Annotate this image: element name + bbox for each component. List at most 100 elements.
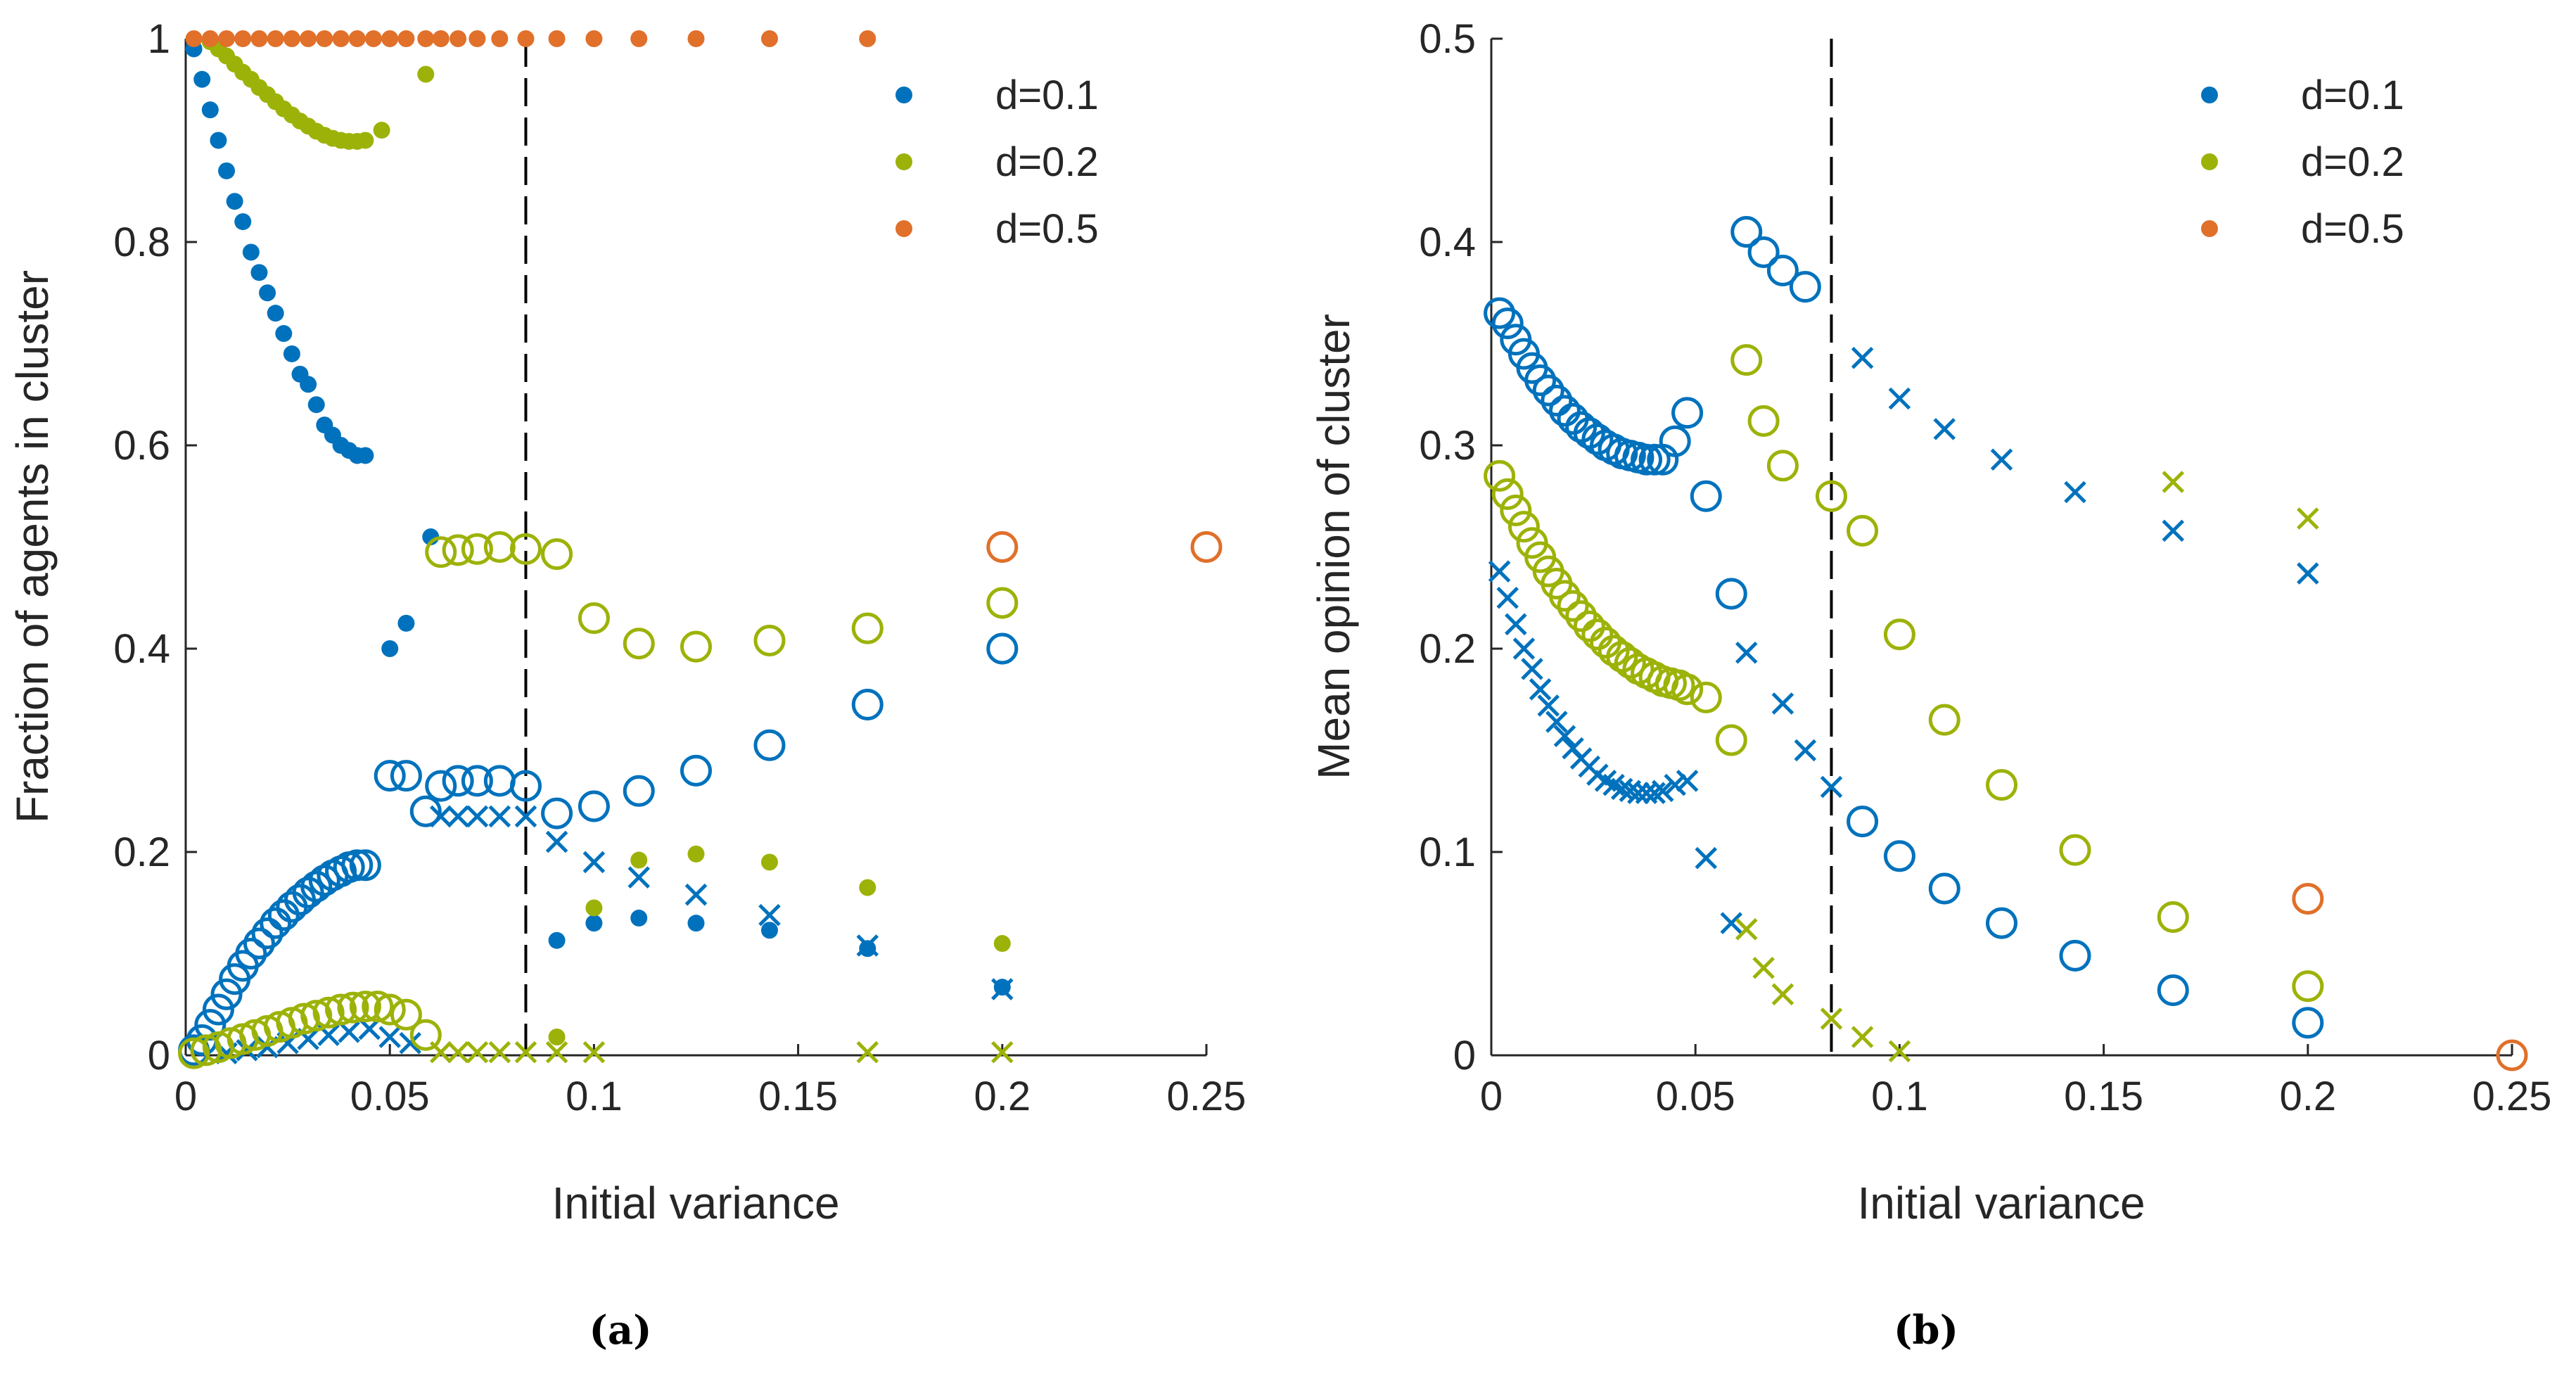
data-point-dot (397, 30, 415, 47)
data-point-circle (509, 770, 542, 802)
data-point-dot (250, 264, 268, 281)
data-point-x (1496, 586, 1519, 609)
data-point-circle (483, 531, 516, 563)
series-d-0.2-x (429, 1041, 1014, 1064)
data-point-x (466, 1041, 489, 1064)
data-point-dot (234, 213, 252, 231)
y-tick-label: 0 (148, 1033, 170, 1079)
data-point-x (338, 1021, 360, 1043)
ylabel-a: Fraction of agents in cluster (7, 270, 58, 823)
legend: d=0.1 d=0.2 d=0.5 (895, 72, 1099, 252)
series-d-0.2-x (1735, 471, 2319, 1062)
x-tick-label: 0.05 (350, 1074, 430, 1119)
data-point-circle (1581, 423, 1614, 455)
data-point-dot (234, 30, 252, 47)
data-point-circle (1847, 806, 1879, 838)
data-point-circle (325, 993, 357, 1026)
data-point-circle (2157, 901, 2189, 933)
data-point-x (2297, 507, 2319, 530)
data-point-circle (1631, 443, 1663, 476)
y-tick-label: 0.5 (1419, 16, 1476, 62)
data-point-x (1771, 983, 1794, 1006)
data-point-dot (630, 851, 648, 869)
data-point-circle (541, 797, 573, 829)
data-point-x (758, 903, 781, 927)
data-point-x (488, 1041, 511, 1064)
data-point-dot (226, 193, 243, 210)
data-point-circle (509, 533, 542, 565)
data-point-circle (251, 917, 283, 950)
x-tick-label: 0.15 (758, 1074, 838, 1119)
legend-label: d=0.5 (2301, 206, 2404, 252)
data-point-circle (1557, 590, 1589, 622)
data-point-circle (1883, 840, 1915, 872)
data-point-circle (1928, 704, 1960, 736)
ylabel-b: Mean opinion of cluster (1308, 314, 1359, 780)
data-point-circle (300, 870, 333, 903)
data-point-circle (1715, 578, 1747, 610)
series-d-0.2-circle (178, 531, 1019, 1069)
data-point-x (582, 851, 606, 874)
data-point-circle (1638, 443, 1671, 476)
data-point-dot (417, 30, 435, 47)
data-point-circle (1730, 344, 1763, 376)
data-point-circle (680, 754, 712, 787)
data-point-circle (2292, 1007, 2324, 1039)
plot-area-b (1491, 39, 2512, 1055)
data-point-circle (1766, 450, 1799, 482)
data-point-x (545, 830, 568, 853)
data-point-dot (201, 101, 219, 119)
data-point-circle (288, 1003, 320, 1035)
data-point-x (1545, 711, 1568, 733)
data-point-dot (348, 30, 366, 47)
data-point-x (1695, 846, 1718, 870)
data-point-x (1851, 1026, 1874, 1048)
data-point-dot (332, 30, 350, 47)
data-point-circle (753, 624, 786, 656)
data-point-circle (194, 1009, 227, 1041)
data-point-x (2162, 471, 2185, 493)
data-point-circle (1789, 271, 1821, 303)
data-point-x (991, 1041, 1014, 1064)
data-point-circle (312, 996, 345, 1029)
data-point-circle (1883, 618, 1915, 651)
data-point-x (1643, 782, 1666, 804)
data-point-dot (859, 879, 876, 896)
data-point-circle (1715, 724, 1747, 756)
xlabel-b: Initial variance (1857, 1178, 2145, 1228)
data-point-circle (1548, 395, 1581, 427)
data-point-circle (2059, 834, 2091, 866)
data-point-circle (1815, 480, 1847, 512)
data-point-circle (349, 991, 381, 1023)
data-point-x (582, 1041, 606, 1064)
data-point-dot (364, 30, 382, 47)
data-point-dot (548, 30, 566, 47)
data-point-circle (680, 630, 712, 663)
data-point-dot (267, 305, 284, 322)
series-d-0.1-dot (185, 40, 1011, 996)
data-point-circle (753, 729, 786, 761)
data-point-dot (283, 30, 300, 47)
data-point-x (514, 805, 537, 828)
data-point-circle (243, 927, 275, 960)
x-tick-label: 0.15 (2064, 1074, 2143, 1119)
data-point-circle (260, 907, 292, 939)
y-tick-label: 0.2 (1419, 626, 1476, 672)
data-point-x (1888, 387, 1911, 410)
data-point-dot (218, 162, 236, 179)
data-point-dot (630, 909, 648, 927)
y-tick-label: 0.8 (113, 220, 170, 265)
data-point-dot (468, 30, 486, 47)
x-tick-label: 0.2 (2279, 1074, 2336, 1119)
data-point-x (1990, 448, 2013, 471)
series-d-0.1-circle (178, 632, 1019, 1067)
y-tick-label: 0.3 (1419, 423, 1476, 469)
data-point-circle (202, 993, 234, 1026)
data-point-dot (300, 376, 317, 393)
data-point-x (1820, 1007, 1843, 1030)
panel-a: Fraction of agents in cluster Initial va… (7, 16, 1246, 1354)
legend: d=0.1 d=0.2 d=0.5 (2201, 72, 2404, 252)
data-point-circle (1541, 384, 1573, 416)
series-d-0.5-circle (2292, 882, 2528, 1071)
data-point-dot (397, 614, 415, 632)
